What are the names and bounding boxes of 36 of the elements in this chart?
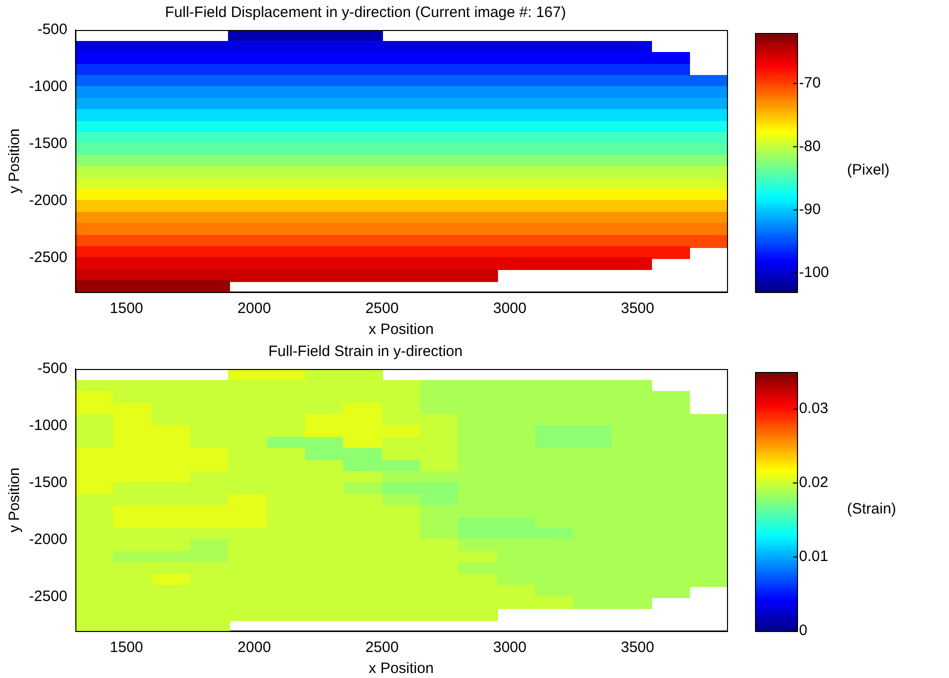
x-tick-label: 2500	[365, 639, 399, 656]
color-bar-label: 0.02	[799, 474, 828, 492]
color-bar-label: 0.03	[799, 400, 828, 418]
chart-title: Full-Field Displacement in y-direction (Current image #: 167)	[165, 4, 566, 22]
x-tick-label: 2000	[238, 300, 271, 318]
color-bar-label: -90	[799, 201, 821, 218]
x-tick-label: 3500	[620, 300, 654, 318]
color-bar-label: 0.01	[799, 548, 828, 566]
y-tick-label: -2500	[28, 588, 68, 605]
color-bar-label: -100	[799, 264, 830, 282]
x-tick-label: 3500	[620, 639, 654, 656]
x-tick-label: 3000	[493, 639, 526, 656]
color-bar-title: (Strain)	[847, 500, 896, 518]
y-tick-label: -1000	[28, 78, 68, 96]
x-tick-label: 1500	[110, 300, 144, 318]
y-tick-label: -1500	[28, 135, 68, 152]
color-bar-label: -70	[799, 74, 821, 92]
y-tick-label: -1000	[28, 417, 68, 434]
x-tick-label: 2000	[238, 639, 271, 656]
color-bar-label: -80	[799, 138, 821, 155]
y-tick-label: -500	[37, 21, 68, 38]
color-bar-label: 0	[799, 622, 808, 640]
y-tick-label: -2000	[28, 531, 68, 548]
y-tick-label: -1500	[28, 474, 68, 492]
y-tick-label: -500	[37, 360, 68, 378]
y-axis-title: y Position	[6, 128, 24, 194]
y-axis-title: y Position	[6, 467, 24, 533]
x-axis-title: x Position	[368, 660, 434, 678]
x-tick-label: 3000	[493, 300, 526, 318]
chart-title: Full-Field Strain in y-direction	[268, 343, 463, 360]
x-tick-label: 1500	[110, 639, 144, 656]
y-tick-label: -2000	[28, 192, 68, 210]
color-bar-title: (Pixel)	[847, 162, 890, 179]
y-tick-label: -2500	[28, 248, 68, 266]
x-axis-title: x Position	[368, 321, 434, 338]
x-tick-label: 2500	[365, 300, 399, 318]
